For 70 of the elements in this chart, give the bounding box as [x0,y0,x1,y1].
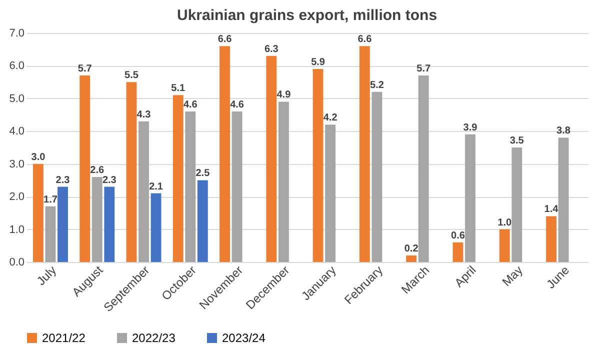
bar [45,206,56,262]
bar [172,95,184,262]
data-label: 1.0 [498,217,512,228]
data-label: 4.2 [323,112,338,124]
bar [452,242,464,262]
bar [499,229,510,262]
bar [418,76,429,262]
x-tick-label: May [499,263,526,290]
data-label: 4.3 [136,109,152,120]
data-label: 0.6 [451,230,466,242]
data-label: 2.6 [90,164,105,176]
y-tick-label: 4.0 [9,126,24,138]
data-label: 3.8 [556,126,571,137]
data-label: 6.6 [218,34,232,46]
data-label: 0.2 [404,243,419,254]
data-label: 5.7 [416,64,431,75]
x-tick-label: July [34,263,59,288]
bar [32,164,44,262]
y-tick-label: 2.0 [9,191,24,204]
bar [220,46,230,262]
y-tick-label: 3.0 [9,158,24,170]
bar [312,68,324,262]
bar [232,112,242,262]
bar [138,121,149,262]
bar [278,102,289,262]
data-label: 1.4 [544,204,559,216]
data-label: 1.7 [44,194,58,206]
data-label: 5.7 [78,64,92,75]
data-label: 5.5 [124,70,139,82]
y-tick-label: 0.0 [9,256,24,268]
bar [359,46,370,262]
data-label: 2.1 [149,181,164,192]
data-label: 4.6 [230,100,244,111]
data-label: 5.2 [370,80,384,91]
data-label: 2.3 [56,174,70,186]
y-tick-label: 6.0 [9,60,24,72]
data-label: 5.9 [311,56,326,68]
bar [104,186,115,262]
y-tick-label: 5.0 [9,92,24,105]
data-label: 4.6 [183,100,198,111]
bar [512,148,522,262]
bar [197,180,208,262]
bar [372,92,382,262]
data-label: 5.1 [171,83,186,94]
legend-label: 2022/23 [132,331,176,345]
data-label: 3.5 [510,136,524,146]
bar [558,138,569,262]
bar [150,193,162,262]
chart-title: Ukrainian grains export, million tons [176,7,438,24]
bar [406,255,417,262]
bar [266,56,277,262]
data-label: 3.9 [463,122,478,134]
data-label: 2.3 [102,174,117,186]
bar [80,76,90,262]
legend-label: 2023/24 [222,331,266,345]
bar [126,82,137,262]
bar [185,112,196,262]
data-label: 2.5 [196,168,210,180]
data-label: 4.9 [276,90,292,101]
y-tick-label: 7.0 [9,28,24,40]
bar [546,216,556,262]
data-label: 6.6 [358,34,372,46]
data-label: 6.3 [264,44,279,55]
y-tick-label: 1.0 [9,224,24,236]
data-label: 3.0 [31,152,46,163]
bar [465,134,476,262]
bar [92,176,102,262]
bar [325,124,336,262]
bar [58,186,68,262]
legend-label: 2021/22 [42,331,86,345]
